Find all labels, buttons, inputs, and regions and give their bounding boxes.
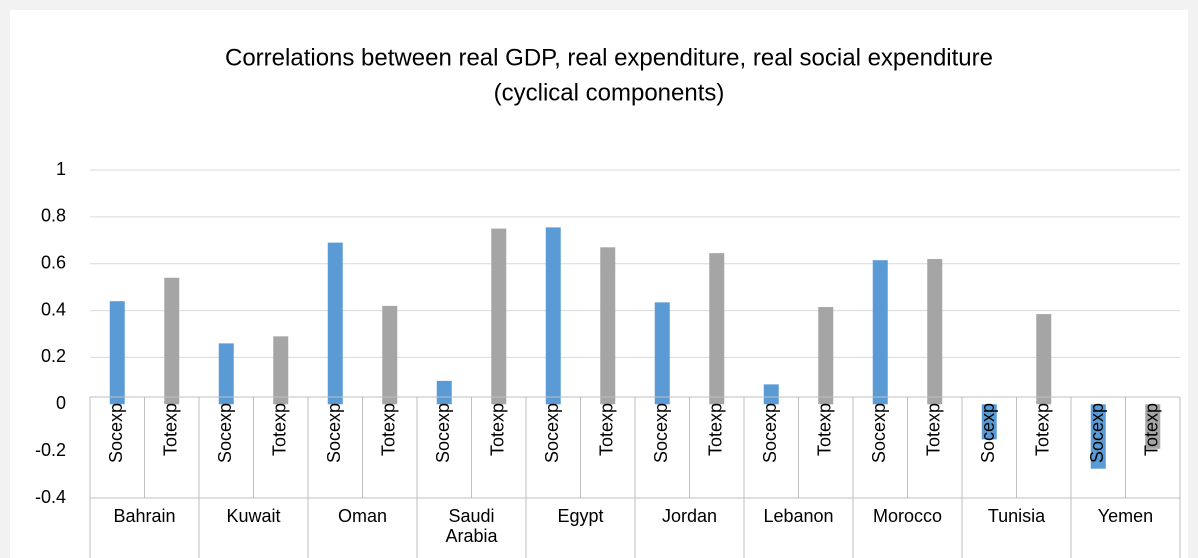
x-tick-label: Socexp — [1087, 403, 1107, 463]
chart-title: (cyclical components) — [494, 79, 725, 106]
x-tick-label: Socexp — [869, 403, 889, 463]
group-label: Egypt — [557, 506, 604, 526]
x-tick-label: Totexp — [270, 403, 290, 456]
x-tick-label: Totexp — [597, 403, 617, 456]
bar — [109, 301, 125, 405]
bar — [1145, 404, 1161, 449]
bar — [654, 302, 670, 405]
x-tick-label: Socexp — [760, 403, 780, 463]
x-tick-label: Totexp — [815, 403, 835, 456]
x-tick-label: Totexp — [379, 403, 399, 456]
y-tick-label: 0.2 — [41, 346, 66, 366]
group-label: Kuwait — [226, 506, 281, 526]
bar — [218, 343, 234, 405]
x-tick-label: Totexp — [1033, 403, 1053, 456]
bar — [491, 228, 507, 405]
group-label: Oman — [337, 506, 388, 526]
x-tick-label: Totexp — [924, 403, 944, 456]
x-tick-label: Socexp — [324, 403, 344, 463]
group-label: Saudi Arabia — [445, 506, 498, 546]
y-tick-label: 0 — [56, 393, 66, 413]
x-tick-label: Socexp — [433, 403, 453, 463]
group-label: Lebanon — [763, 506, 834, 526]
group-label: Bahrain — [113, 506, 176, 526]
bar — [273, 336, 289, 405]
chart-background — [10, 10, 1188, 558]
x-tick-label: Socexp — [106, 403, 126, 463]
y-tick-label: 1 — [56, 159, 66, 179]
x-tick-label: Totexp — [1142, 403, 1162, 456]
y-tick-label: 0.4 — [41, 299, 66, 319]
group-label: Tunisia — [987, 506, 1046, 526]
bar — [872, 260, 888, 405]
bar — [164, 277, 180, 405]
x-tick-label: Socexp — [651, 403, 671, 463]
bar — [1090, 404, 1106, 469]
bar — [1036, 314, 1052, 405]
x-tick-label: Totexp — [706, 403, 726, 456]
y-tick-label: 0.8 — [41, 206, 66, 226]
x-tick-label: Socexp — [978, 403, 998, 463]
x-tick-label: Totexp — [488, 403, 508, 456]
chart-title: Correlations between real GDP, real expe… — [225, 44, 993, 71]
group-label: Morocco — [872, 506, 943, 526]
bar — [981, 404, 997, 440]
bar — [927, 259, 943, 405]
bar — [382, 305, 398, 405]
bar — [709, 253, 725, 405]
group-label: Yemen — [1097, 506, 1154, 526]
bar — [600, 247, 616, 405]
group-label: Jordan — [661, 506, 718, 526]
bar — [436, 380, 452, 405]
y-tick-label: -0.4 — [35, 487, 66, 507]
bar — [545, 227, 561, 405]
bar — [327, 242, 343, 405]
y-tick-label: 0.6 — [41, 252, 66, 272]
bar — [818, 307, 834, 405]
y-tick-label: -0.2 — [35, 440, 66, 460]
bar — [763, 384, 779, 405]
x-tick-label: Socexp — [215, 403, 235, 463]
x-tick-label: Socexp — [542, 403, 562, 463]
x-tick-label: Totexp — [161, 403, 181, 456]
